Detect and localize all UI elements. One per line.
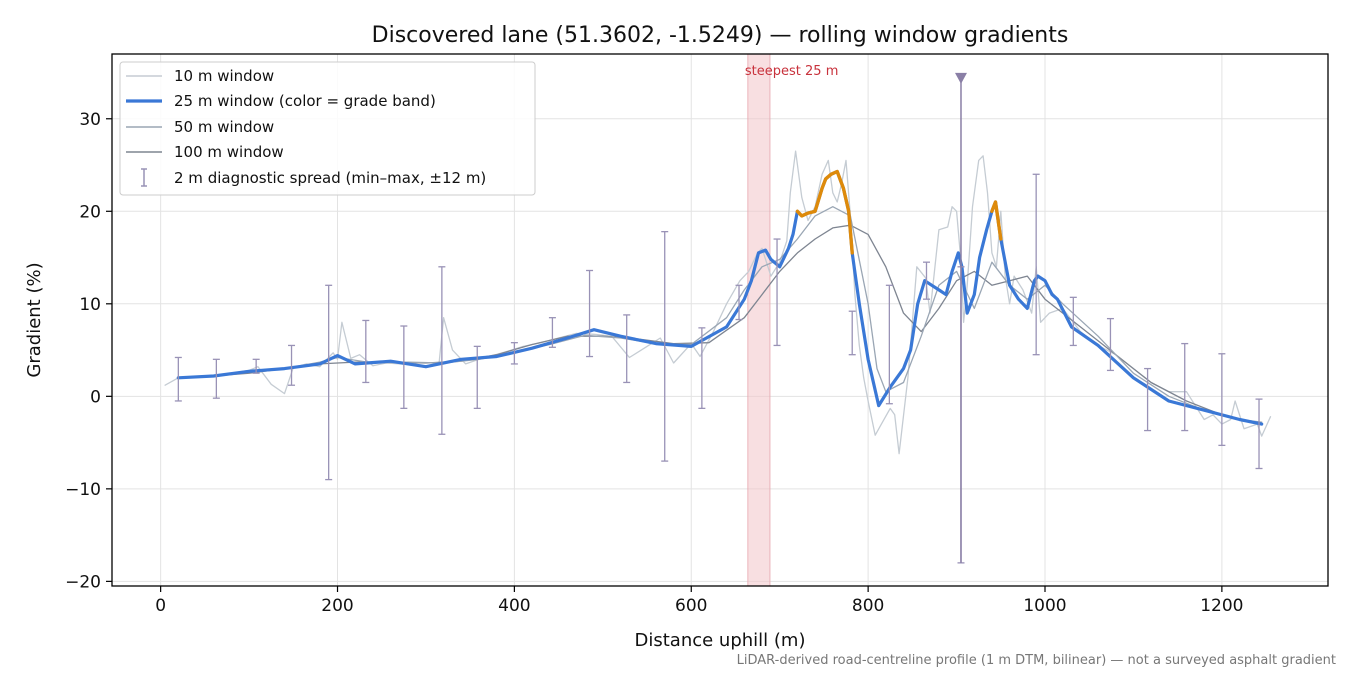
x-axis-label: Distance uphill (m) — [635, 630, 806, 651]
spread-errorbar — [400, 325, 408, 410]
legend-label-50m: 50 m window — [174, 118, 274, 136]
spread-errorbar — [848, 310, 856, 356]
spread-errorbar — [1069, 296, 1077, 347]
series-line-w100 — [177, 224, 1263, 425]
series-line-steep-band — [990, 200, 1003, 241]
legend: 10 m window 25 m window (color = grade b… — [119, 61, 536, 196]
spread-errorbar — [212, 358, 220, 399]
x-tick-label: 800 — [852, 596, 884, 616]
spread-errorbar — [698, 327, 706, 410]
steepest-label: steepest 25 m — [745, 64, 838, 79]
y-tick-label: 20 — [79, 202, 101, 222]
x-tick-label: 600 — [675, 596, 707, 616]
spread-errorbar — [1181, 342, 1189, 432]
chart-title: Discovered lane (51.3602, -1.5249) — rol… — [372, 23, 1069, 48]
spread-errorbar — [885, 284, 893, 405]
legend-label-100m: 100 m window — [174, 143, 284, 161]
series-line-steep-band — [795, 169, 854, 255]
x-tick-label: 1000 — [1023, 596, 1066, 616]
y-tick-label: 10 — [79, 295, 101, 315]
y-tick-label: 0 — [90, 387, 101, 407]
y-tick-label: 30 — [79, 110, 101, 130]
x-tick-label: 0 — [155, 596, 166, 616]
x-tick-label: 400 — [498, 596, 530, 616]
axes: 0 200 400 600 800 1000 1200 −20 −10 0 10 20 30 — [65, 110, 1243, 616]
spread-errorbar — [1255, 398, 1263, 470]
plot-content — [112, 54, 1328, 586]
spread-errorbar — [473, 345, 481, 410]
legend-box — [119, 61, 536, 196]
y-tick-label: −20 — [65, 572, 101, 592]
spread-errorbar — [325, 284, 333, 481]
spread-errorbar — [174, 356, 182, 402]
series-line-w50 — [177, 206, 1263, 423]
spread-errorbar — [661, 230, 669, 462]
spread-errorbar — [773, 238, 781, 347]
spread-errorbar — [288, 344, 296, 386]
legend-label-spread: 2 m diagnostic spread (min–max, ±12 m) — [174, 169, 486, 187]
legend-swatch-spread — [141, 168, 147, 187]
spread-errorbar — [438, 266, 446, 435]
y-tick-label: −10 — [65, 480, 101, 500]
spread-errorbar — [548, 317, 556, 348]
steepest-band — [747, 54, 771, 586]
y-axis-label: Gradient (%) — [24, 262, 45, 377]
spread-errorbar — [362, 319, 370, 384]
x-tick-label: 200 — [321, 596, 353, 616]
spread-errorbar — [1106, 317, 1114, 372]
legend-label-10m: 10 m window — [174, 67, 274, 85]
series-line-w25 — [176, 169, 1264, 426]
series-line-w10 — [164, 150, 1272, 455]
footnote: LiDAR-derived road-centreline profile (1… — [737, 653, 1336, 668]
spread-errorbar — [252, 358, 260, 374]
spread-errorbar — [1144, 367, 1152, 432]
legend-label-25m: 25 m window (color = grade band) — [174, 92, 436, 110]
spread-errorbar — [510, 342, 518, 365]
spread-errorbar — [1218, 353, 1226, 447]
x-tick-label: 1200 — [1200, 596, 1243, 616]
peak-marker-triangle — [954, 72, 967, 84]
spread-errorbar — [623, 314, 631, 384]
plot-area: steepest 25 m — [112, 54, 1328, 586]
plot-frame — [111, 53, 1329, 587]
spread-errorbar — [735, 284, 743, 321]
spread-errorbar — [922, 261, 930, 300]
spread-errorbar — [1032, 173, 1040, 356]
spread-errorbar — [586, 269, 594, 358]
